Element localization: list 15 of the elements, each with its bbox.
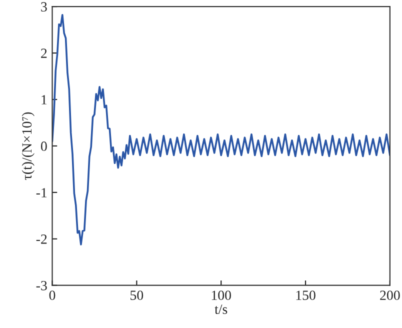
x-tick-label: 100 — [212, 290, 231, 300]
y-tick-label: 2 — [41, 48, 47, 58]
x-tick-label: 0 — [49, 290, 56, 300]
x-tick-label: 200 — [380, 290, 400, 300]
y-tick-label: 0 — [40, 142, 47, 151]
x-axis-title: t/s — [214, 304, 228, 314]
y-tick-label: 3 — [41, 2, 47, 12]
y-axis-title: τ(t)/(N×10⁷) — [22, 112, 34, 180]
y-tick-label: -3 — [36, 280, 47, 290]
y-tick-label: -1 — [36, 188, 47, 198]
y-tick-label: 1 — [42, 95, 47, 104]
line-series — [52, 14, 390, 246]
x-tick-label: 150 — [296, 290, 316, 300]
y-tick-label: -2 — [36, 234, 47, 244]
x-tick-label: 50 — [130, 290, 144, 300]
